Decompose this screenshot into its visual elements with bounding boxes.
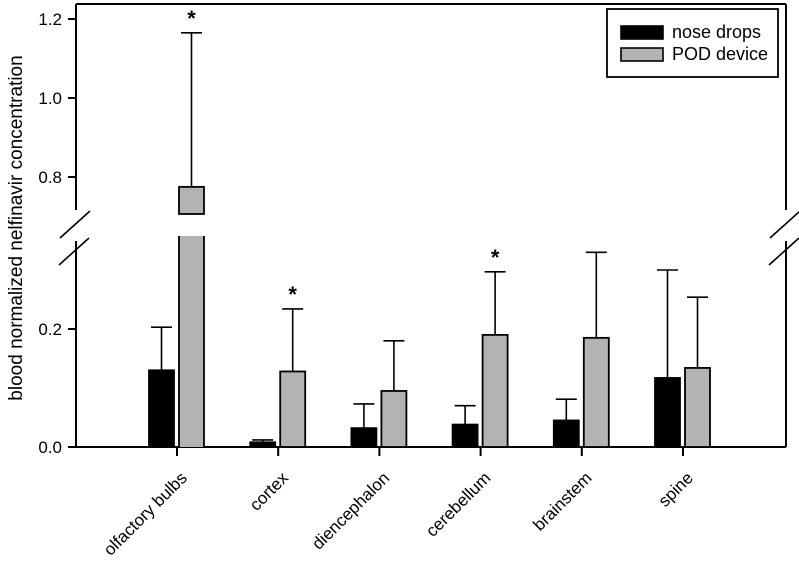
bar-POD-device-2 <box>380 390 408 448</box>
x-category-label: cortex <box>246 468 293 515</box>
bar-POD-device-4 <box>582 336 610 448</box>
y-tick-label: 1.0 <box>38 89 62 108</box>
bar-POD-device-1 <box>279 370 307 448</box>
legend-swatch-POD-device <box>620 47 664 62</box>
bar-POD-device-3 <box>481 333 509 448</box>
legend-label: POD device <box>672 44 768 64</box>
y-tick-label: 0.8 <box>38 168 62 187</box>
y-tick-label: 0.0 <box>38 438 62 457</box>
legend-box <box>606 8 779 78</box>
legend-label: nose drops <box>672 22 761 42</box>
legend-swatch-nose-drops <box>620 25 664 40</box>
y-tick-label: 1.2 <box>38 10 62 29</box>
significance-asterisk: * <box>187 6 196 31</box>
significance-asterisk: * <box>288 282 297 307</box>
axis-break-slash-left <box>59 210 91 239</box>
x-category-label: brainstem <box>529 468 595 534</box>
x-category-label: cerebellum <box>422 468 494 540</box>
axis-break-slash-right <box>768 237 799 266</box>
bar-nose-drops-4 <box>552 419 580 448</box>
bar-lower-POD-device-0 <box>179 236 204 447</box>
y-tick-label: 0.2 <box>38 320 62 339</box>
significance-asterisk: * <box>491 245 500 270</box>
bar-nose-drops-3 <box>451 423 479 448</box>
bar-nose-drops-5 <box>654 377 681 448</box>
bar-nose-drops-1 <box>249 441 277 448</box>
x-category-label: spine <box>655 468 697 510</box>
axis-break-slash-left <box>58 237 90 266</box>
bar-POD-device-5 <box>684 367 711 448</box>
x-category-label: diencephalon <box>308 468 393 553</box>
x-category-label: olfactory bulbs <box>100 468 191 559</box>
y-axis-label: blood normalized nelfinavir concentratio… <box>6 55 27 400</box>
axis-break-slash-right <box>769 210 799 239</box>
bar-nose-drops-2 <box>350 427 378 448</box>
bar-upper-POD-device-0 <box>178 185 205 215</box>
bar-nose-drops-0 <box>148 369 175 448</box>
